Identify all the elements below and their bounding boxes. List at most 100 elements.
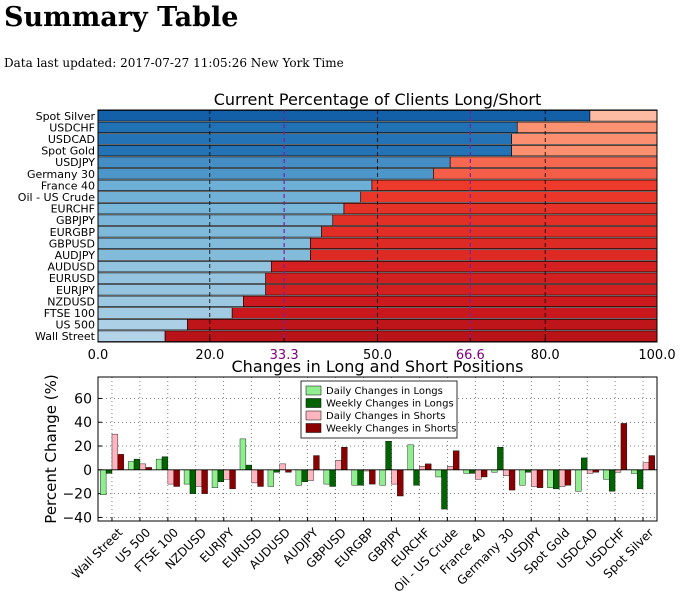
x-tick-label: 50.0 bbox=[363, 348, 392, 363]
weekly-short-bar bbox=[397, 469, 404, 497]
weekly-long-bar bbox=[441, 469, 448, 510]
daily-short-bar bbox=[167, 469, 174, 485]
weekly-short-bar bbox=[229, 469, 236, 490]
daily-long-bar bbox=[239, 438, 247, 471]
daily-long-bar bbox=[603, 469, 610, 480]
category-label: FTSE 100 bbox=[44, 307, 95, 320]
daily-short-bar bbox=[251, 469, 258, 484]
weekly-long-bar bbox=[161, 456, 169, 471]
y-tick-label: 40 bbox=[74, 415, 92, 431]
y-tick-label: 0 bbox=[83, 463, 92, 479]
daily-short-bar bbox=[335, 460, 342, 471]
daily-long-bar bbox=[323, 469, 330, 485]
weekly-short-bar bbox=[508, 469, 516, 491]
daily-short-bar bbox=[391, 469, 398, 485]
weekly-long-bar bbox=[581, 457, 588, 471]
weekly-short-bar bbox=[536, 469, 544, 488]
y-tick-label: −20 bbox=[62, 487, 92, 503]
category-label: Spot Silver bbox=[36, 110, 96, 123]
category-label: AUDUSD bbox=[47, 261, 95, 274]
daily-short-bar bbox=[503, 469, 510, 476]
daily-short-bar bbox=[531, 469, 538, 487]
category-label: EURCHF bbox=[51, 203, 95, 216]
daily-long-bar bbox=[351, 469, 358, 486]
legend-label: Daily Changes in Shorts bbox=[326, 411, 446, 422]
category-label: USDJPY bbox=[55, 156, 95, 169]
category-label: GBPJPY bbox=[56, 214, 95, 227]
weekly-short-bar bbox=[201, 469, 208, 494]
weekly-short-bar bbox=[564, 469, 572, 486]
category-label: EURUSD bbox=[49, 272, 95, 285]
category-label: France 40 bbox=[41, 179, 95, 192]
weekly-long-bar bbox=[357, 469, 364, 486]
legend-label: Daily Changes in Longs bbox=[326, 386, 443, 397]
weekly-long-bar bbox=[133, 458, 141, 471]
weekly-short-bar bbox=[341, 447, 348, 471]
daily-long-bar bbox=[435, 469, 442, 478]
daily-short-bar bbox=[111, 433, 119, 471]
daily-short-bar bbox=[223, 469, 230, 480]
category-label: US 500 bbox=[55, 319, 95, 332]
weekly-long-bar bbox=[217, 469, 224, 482]
daily-long-bar bbox=[211, 469, 219, 488]
daily-short-bar bbox=[558, 469, 566, 487]
category-label: USDCAD bbox=[48, 133, 95, 146]
daily-short-bar bbox=[195, 469, 202, 487]
weekly-long-bar bbox=[105, 469, 113, 474]
category-label: NZDUSD bbox=[47, 295, 95, 308]
daily-long-bar bbox=[295, 469, 302, 486]
plot-frame bbox=[97, 109, 658, 343]
daily-long-bar bbox=[575, 469, 582, 492]
category-label: Spot Gold bbox=[41, 145, 95, 158]
daily-long-bar bbox=[155, 458, 163, 471]
category-label: Germany 30 bbox=[27, 168, 95, 181]
legend-swatch bbox=[305, 410, 322, 421]
legend-swatch bbox=[305, 398, 322, 408]
daily-long-bar bbox=[267, 469, 275, 487]
weekly-long-bar bbox=[553, 469, 560, 490]
chart-title: Current Percentage of Clients Long/Short bbox=[214, 90, 542, 109]
daily-long-bar bbox=[379, 469, 386, 486]
y-axis-label: Percent Change (%) bbox=[42, 374, 60, 523]
weekly-long-bar bbox=[413, 469, 420, 486]
legend: Daily Changes in Longs Weekly Changes in … bbox=[300, 380, 458, 439]
daily-long-bar bbox=[127, 461, 135, 471]
weekly-long-bar bbox=[329, 469, 336, 487]
daily-long-bar bbox=[463, 469, 470, 474]
daily-long-bar bbox=[183, 469, 191, 485]
weekly-long-bar bbox=[189, 469, 197, 494]
legend-label: Weekly Changes in Shorts bbox=[326, 424, 456, 435]
chart-title: Changes in Long and Short Positions bbox=[232, 357, 524, 376]
y-tick-label: −40 bbox=[62, 510, 92, 526]
weekly-short-bar bbox=[173, 469, 180, 487]
weekly-short-bar bbox=[453, 450, 460, 471]
weekly-long-bar bbox=[301, 469, 308, 482]
weekly-short-bar bbox=[369, 469, 376, 485]
category-label: GBPUSD bbox=[49, 237, 95, 250]
daily-long-bar bbox=[519, 469, 526, 486]
daily-short-bar bbox=[447, 466, 454, 471]
x-tick-label: 80.0 bbox=[531, 348, 560, 363]
weekly-short-bar bbox=[648, 455, 655, 471]
category-label: USDCHF bbox=[49, 121, 95, 134]
daily-long-bar bbox=[100, 469, 107, 496]
weekly-short-bar bbox=[117, 454, 124, 471]
daily-short-bar bbox=[419, 466, 426, 471]
category-label: Wall Street bbox=[35, 330, 96, 343]
plot-frame bbox=[97, 376, 658, 522]
weekly-long-bar bbox=[385, 441, 392, 471]
legend-swatch bbox=[305, 423, 322, 433]
weekly-short-bar bbox=[257, 469, 264, 487]
weekly-long-bar bbox=[636, 469, 644, 490]
weekly-long-bar bbox=[469, 469, 476, 474]
x-tick-label: 100.0 bbox=[638, 348, 675, 363]
category-label: EURJPY bbox=[56, 284, 95, 297]
weekly-short-bar bbox=[425, 463, 432, 471]
weekly-short-bar bbox=[313, 455, 320, 471]
y-tick-label: 20 bbox=[74, 439, 92, 455]
weekly-long-bar bbox=[609, 469, 616, 492]
category-label: EURGBP bbox=[50, 226, 96, 239]
weekly-short-bar bbox=[620, 423, 628, 471]
